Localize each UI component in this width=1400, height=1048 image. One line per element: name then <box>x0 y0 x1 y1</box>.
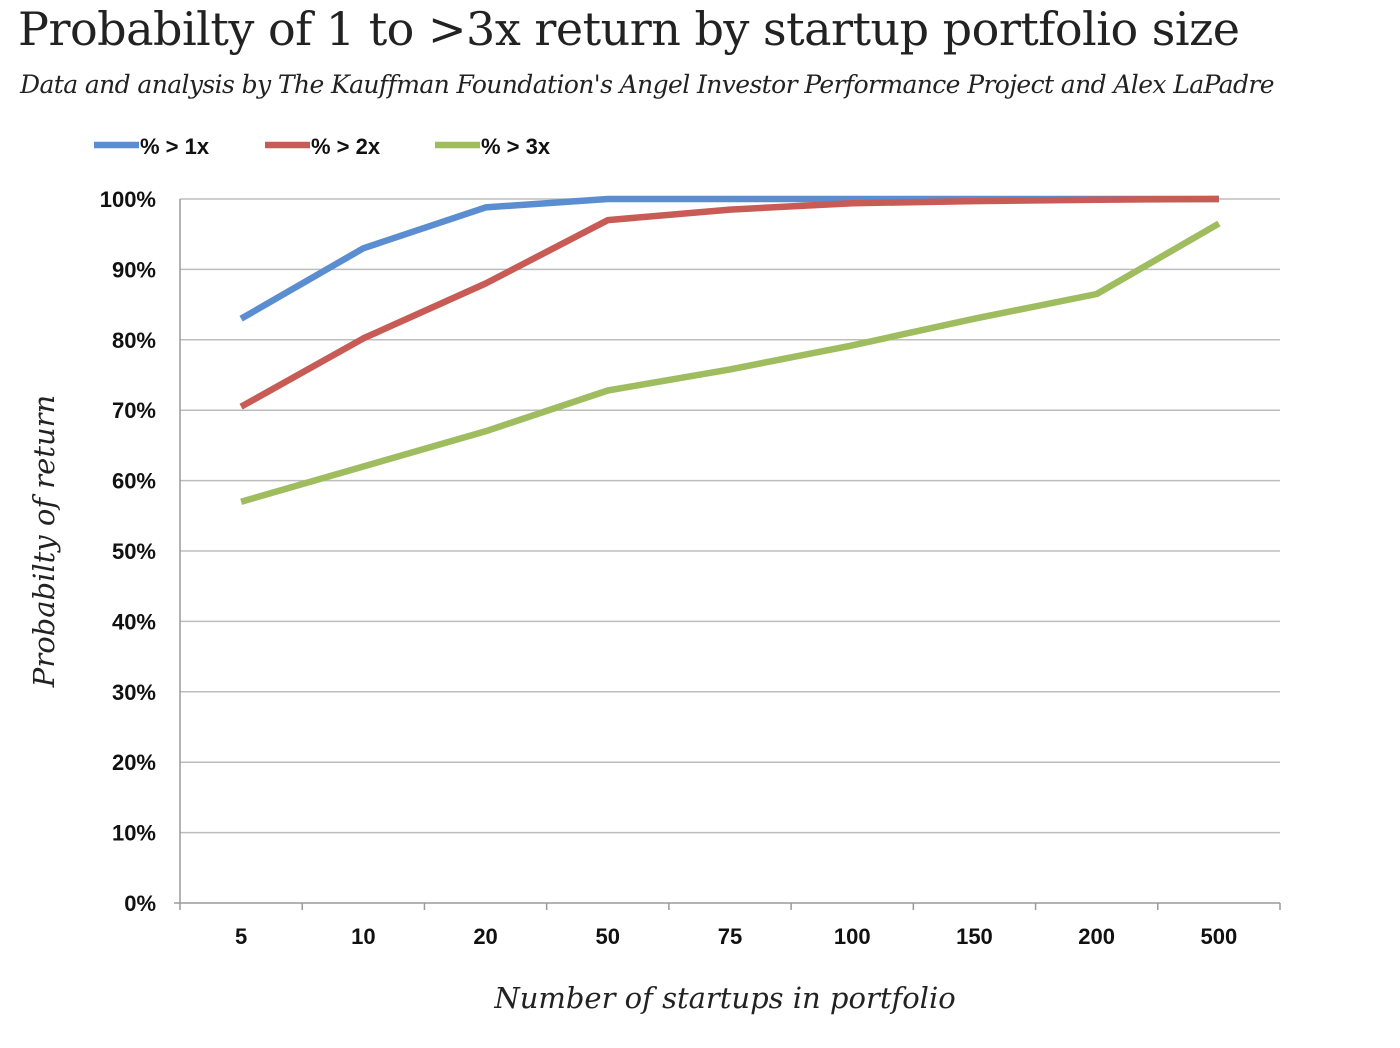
x-tick-labels: 5 10 20 50 75 100 150 200 500 <box>235 924 1237 949</box>
legend: % > 1x % > 2x % > 3x <box>94 134 551 159</box>
x-tick-label: 150 <box>956 924 993 949</box>
y-tick-label: 50% <box>112 539 156 564</box>
y-tick-label: 0% <box>124 891 156 916</box>
x-tick-label: 5 <box>235 924 247 949</box>
x-tick-label: 20 <box>473 924 497 949</box>
axes <box>174 199 1281 910</box>
x-tick-label: 50 <box>596 924 620 949</box>
chart-subtitle: Data and analysis by The Kauffman Founda… <box>20 70 1275 99</box>
series-lines <box>239 195 1221 505</box>
legend-label: % > 1x <box>140 134 210 159</box>
y-tick-label: 60% <box>112 469 156 494</box>
y-tick-label: 30% <box>112 680 156 705</box>
y-tick-label: 100% <box>100 187 156 212</box>
series-line-2 <box>239 195 1219 410</box>
legend-label: % > 2x <box>311 134 381 159</box>
series-line-3 <box>240 220 1221 505</box>
x-tick-label: 75 <box>718 924 742 949</box>
y-tick-label: 40% <box>112 609 156 634</box>
x-tick-label: 500 <box>1201 924 1238 949</box>
y-axis-title: Probabilty of return <box>27 395 61 688</box>
y-tick-label: 80% <box>112 328 156 353</box>
chart-title: Probabilty of 1 to >3x return by startup… <box>18 2 1240 56</box>
legend-label: % > 3x <box>481 134 551 159</box>
x-tick-label: 200 <box>1078 924 1115 949</box>
y-tick-label: 90% <box>112 257 156 282</box>
x-tick-label: 10 <box>351 924 375 949</box>
y-tick-label: 70% <box>112 398 156 423</box>
x-axis-title: Number of startups in portfolio <box>493 981 955 1015</box>
grid <box>180 198 1280 834</box>
y-tick-label: 10% <box>112 821 156 846</box>
x-tick-label: 100 <box>834 924 871 949</box>
y-tick-labels: 0% 10% 20% 30% 40% 50% 60% 70% 80% 90% 100% <box>100 187 156 916</box>
y-tick-label: 20% <box>112 750 156 775</box>
